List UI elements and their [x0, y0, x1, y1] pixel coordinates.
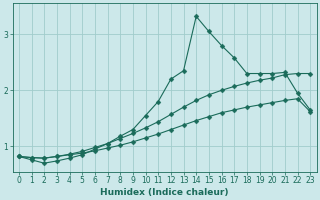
X-axis label: Humidex (Indice chaleur): Humidex (Indice chaleur) — [100, 188, 229, 197]
